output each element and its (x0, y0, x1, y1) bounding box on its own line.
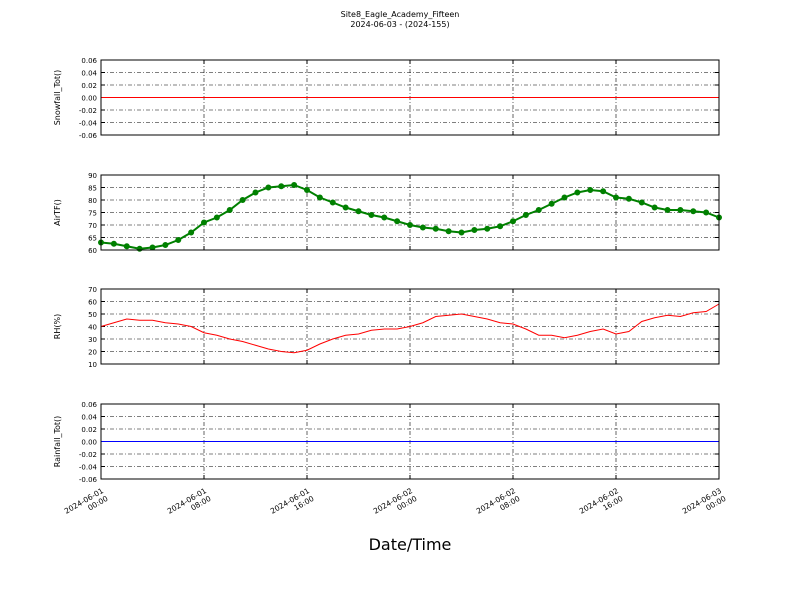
data-point (304, 187, 310, 193)
data-point (677, 207, 684, 213)
data-point (535, 207, 542, 213)
y-tick-label: 85 (88, 185, 97, 193)
data-point (458, 229, 465, 236)
data-point (123, 243, 130, 250)
x-axis-label: Date/Time (369, 535, 452, 554)
y-tick-label: 10 (88, 361, 97, 369)
data-point (239, 197, 246, 203)
y-tick-label: 65 (88, 235, 97, 243)
y-tick-label: -0.04 (79, 120, 98, 128)
plot-frame (100, 403, 720, 480)
y-tick-label: 0.00 (81, 439, 97, 447)
data-point (613, 194, 619, 201)
y-tick-label: 80 (88, 197, 97, 205)
data-point (201, 219, 207, 226)
data-point (394, 218, 401, 225)
data-point (419, 224, 426, 231)
y-tick-label: -0.06 (79, 132, 98, 140)
data-point (162, 242, 169, 248)
data-point (149, 244, 156, 251)
y-axis-label: RH(%) (53, 314, 62, 339)
data-point (574, 189, 581, 196)
y-tick-label: 0.00 (81, 95, 97, 103)
data-point (355, 208, 362, 215)
chart-title: Site8_Eagle_Academy_Fifteen (341, 10, 460, 19)
y-tick-label: -0.06 (79, 476, 98, 484)
data-point (432, 225, 439, 232)
data-point (316, 194, 323, 201)
y-tick-label: 0.04 (81, 414, 97, 422)
y-tick-label: 40 (88, 324, 97, 332)
y-tick-label: 60 (88, 299, 97, 307)
data-point (471, 227, 478, 233)
data-point (110, 240, 117, 247)
data-point (329, 199, 336, 206)
y-axis-label: Rainfall_Tot() (53, 416, 62, 468)
data-point (548, 200, 555, 207)
data-point (381, 214, 388, 221)
y-axis-label: Snowfall_Tot() (53, 70, 62, 126)
y-tick-label: 0.06 (81, 57, 97, 65)
data-point (587, 187, 594, 193)
data-point (664, 207, 671, 213)
data-point (638, 199, 645, 206)
data-point (625, 195, 632, 202)
data-point (703, 209, 710, 216)
plot-frame (100, 59, 720, 136)
y-tick-label: 0.04 (81, 70, 97, 78)
data-point (252, 189, 259, 196)
y-tick-label: 60 (88, 247, 97, 255)
y-tick-label: 0.06 (81, 401, 97, 409)
data-point (651, 204, 658, 211)
plot-frame (100, 174, 720, 251)
plot-frame (100, 288, 720, 365)
y-tick-label: 70 (88, 286, 97, 294)
data-point (522, 212, 529, 218)
y-tick-label: 90 (88, 172, 97, 180)
data-point (368, 212, 375, 218)
data-point (278, 183, 285, 190)
y-tick-label: 30 (88, 336, 97, 344)
data-line (100, 303, 720, 354)
data-point (561, 194, 568, 201)
data-point (484, 225, 491, 232)
chart-subtitle: 2024-06-03 - (2024-155) (350, 20, 449, 29)
data-point (510, 218, 516, 225)
y-axis-label: AirTF() (53, 199, 62, 226)
data-point (342, 204, 349, 211)
data-point (213, 214, 220, 221)
data-point (291, 182, 298, 188)
y-tick-label: -0.02 (79, 451, 97, 459)
y-tick-label: 50 (88, 311, 97, 319)
data-point (226, 207, 233, 213)
data-point (690, 208, 697, 215)
data-point (600, 188, 607, 195)
y-tick-label: 20 (88, 349, 97, 357)
data-point (175, 237, 182, 243)
y-tick-label: 75 (88, 210, 97, 218)
data-point (188, 229, 195, 236)
y-tick-label: 0.02 (81, 426, 97, 434)
data-point (407, 222, 413, 228)
data-point (265, 184, 272, 191)
y-tick-label: 70 (88, 222, 97, 230)
y-tick-label: -0.04 (79, 464, 98, 472)
data-point (497, 223, 504, 230)
y-tick-label: 0.02 (81, 82, 97, 90)
y-tick-label: -0.02 (79, 107, 97, 115)
data-point (445, 228, 452, 235)
